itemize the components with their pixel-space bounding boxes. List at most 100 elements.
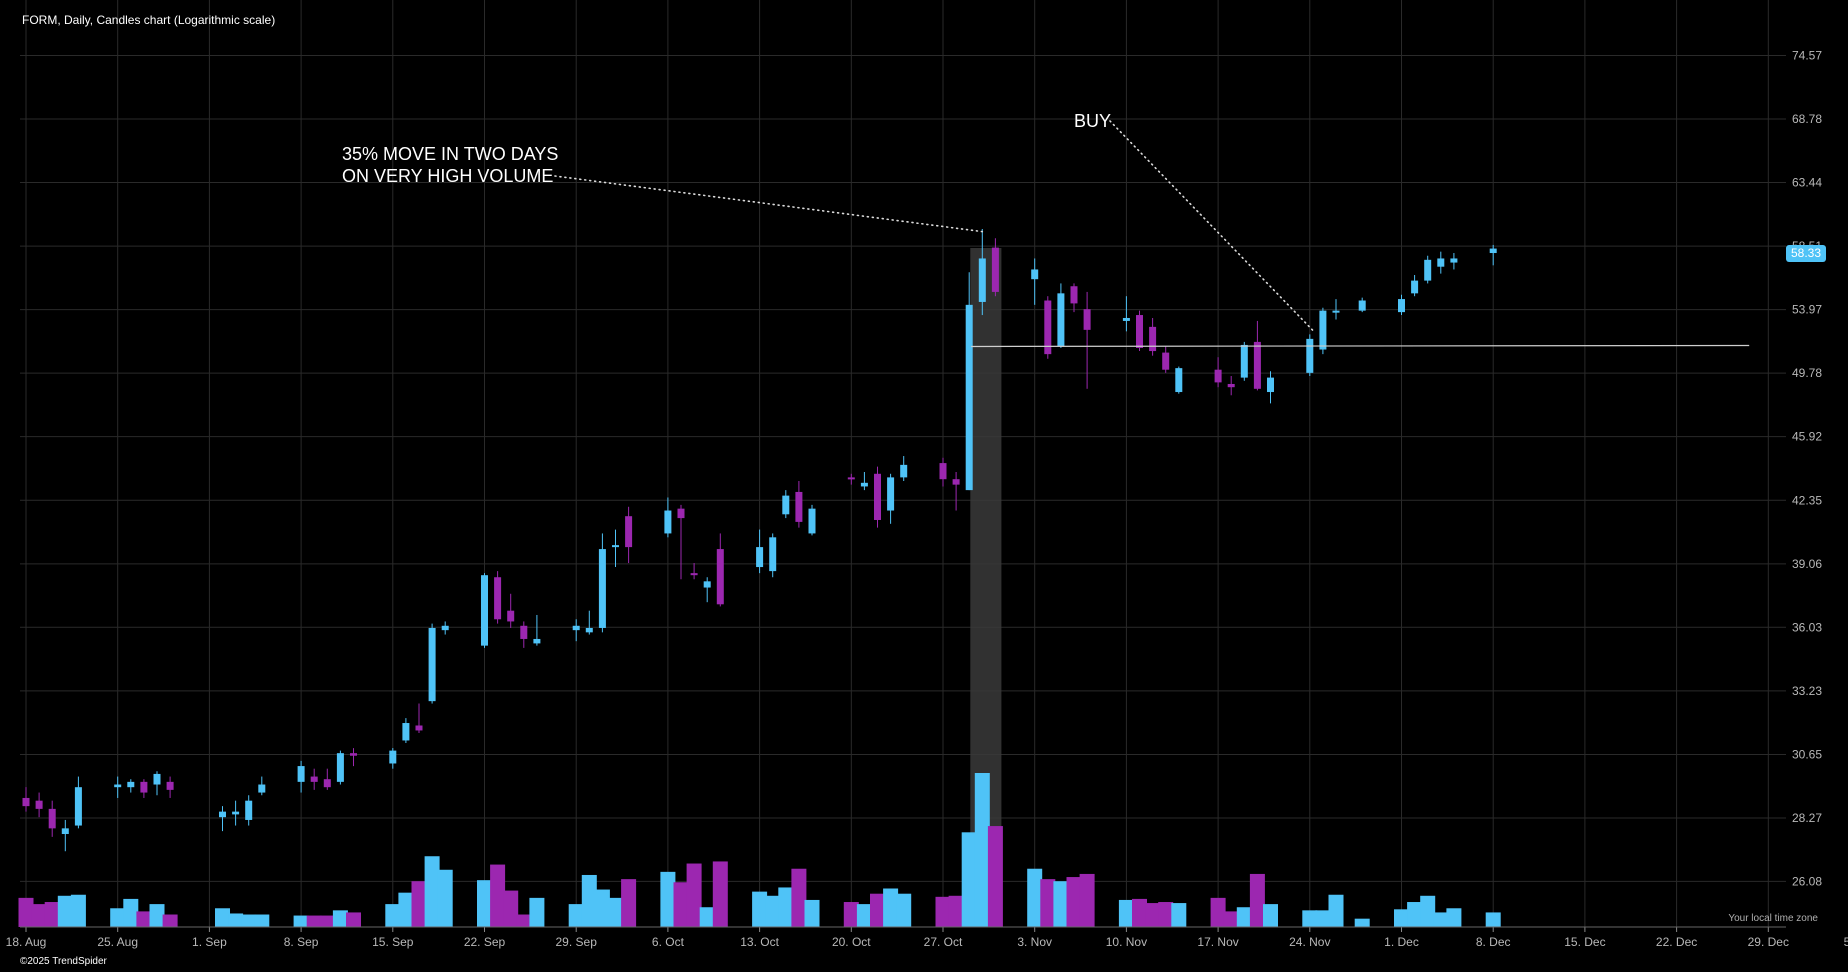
candle-body xyxy=(232,811,240,815)
volume-bar xyxy=(987,826,1003,927)
candle-body xyxy=(1057,293,1065,347)
volume-bar xyxy=(18,897,34,927)
candle-body xyxy=(703,581,711,588)
volume-bar xyxy=(1223,911,1239,927)
candle xyxy=(441,621,449,635)
candle-body xyxy=(310,776,318,782)
volume-bars xyxy=(18,773,1501,927)
candle-body xyxy=(245,800,253,820)
candle xyxy=(232,800,240,826)
candle-body xyxy=(336,753,344,782)
candle xyxy=(1411,275,1419,297)
candle-body xyxy=(1411,280,1419,294)
volume-bar xyxy=(608,897,623,927)
date-tick-label: 17. Nov xyxy=(1197,935,1238,949)
candle xyxy=(625,506,633,564)
candle xyxy=(297,760,305,793)
candle xyxy=(520,621,528,648)
grid xyxy=(20,0,1786,927)
date-tick-label: 3. Nov xyxy=(1017,935,1052,949)
candle-body xyxy=(1122,317,1130,321)
price-tick-label: 74.57 xyxy=(1792,48,1822,62)
volume-bar xyxy=(1394,909,1409,927)
time-axis[interactable]: 18. Aug 25. Aug 1. Sep 8. Sep 15. Sep 22. Sep… xyxy=(6,926,1848,949)
candle-body xyxy=(860,482,868,487)
date-tick-label: 1. Sep xyxy=(192,935,227,949)
candle-body xyxy=(808,508,816,534)
candle xyxy=(245,795,253,826)
candle xyxy=(1358,297,1366,313)
price-tick-label: 30.65 xyxy=(1792,747,1822,761)
volume-bar xyxy=(424,856,440,927)
volume-bar xyxy=(306,915,322,927)
candle xyxy=(677,504,685,580)
date-tick-label: 6. Oct xyxy=(652,935,685,949)
candle-body xyxy=(258,784,266,793)
candle-body xyxy=(598,549,606,628)
support-line xyxy=(971,344,1750,348)
candle-body xyxy=(1227,383,1235,388)
candle xyxy=(900,456,908,481)
candle-body xyxy=(481,575,488,646)
candle xyxy=(756,529,764,574)
candle xyxy=(1240,341,1248,381)
candle xyxy=(74,776,82,829)
volume-bar xyxy=(621,879,637,927)
candle xyxy=(978,228,986,316)
date-tick-label: 1. Dec xyxy=(1384,935,1419,949)
timezone-label[interactable]: Your local time zone xyxy=(1728,913,1818,924)
candle xyxy=(1319,307,1327,355)
volume-bar xyxy=(1249,873,1265,927)
candle-body xyxy=(1319,310,1327,350)
volume-bar xyxy=(1407,902,1423,927)
candle-body xyxy=(428,627,436,702)
candle xyxy=(808,504,816,536)
candle-body xyxy=(1175,368,1183,393)
volume-bar xyxy=(1158,902,1174,927)
candle-body xyxy=(1398,299,1405,313)
candle-body xyxy=(625,516,633,548)
candle xyxy=(664,497,672,538)
candle xyxy=(35,792,43,818)
candle xyxy=(336,750,344,785)
date-tick-label: 22. Sep xyxy=(464,935,506,949)
move-annotation-line1: 35% MOVE IN TWO DAYS xyxy=(342,144,559,164)
volume-bar xyxy=(110,908,126,927)
candle xyxy=(703,577,711,603)
candle xyxy=(939,457,947,487)
candle xyxy=(1306,334,1314,377)
candle xyxy=(1122,296,1130,332)
volume-bar xyxy=(594,889,610,927)
candle-body xyxy=(1214,369,1222,383)
volume-bar xyxy=(974,773,990,927)
candle-body xyxy=(1306,338,1314,373)
candle xyxy=(769,533,777,578)
last-price-badge: 58.33 xyxy=(1786,245,1826,262)
move-leader-line xyxy=(554,175,984,233)
candle xyxy=(153,771,161,796)
date-tick-label: 25. Aug xyxy=(97,935,138,949)
candle-body xyxy=(1358,300,1366,311)
candle-body xyxy=(48,808,56,829)
candle xyxy=(22,787,30,812)
volume-bar xyxy=(581,874,597,927)
volume-bar xyxy=(896,893,912,927)
candle xyxy=(887,473,895,524)
candle-body xyxy=(74,787,82,826)
candle xyxy=(716,533,724,607)
date-tick-label: 27. Oct xyxy=(924,935,963,949)
date-tick-label: 15. Dec xyxy=(1564,935,1605,949)
candle xyxy=(585,610,593,635)
volume-bar xyxy=(673,882,689,927)
volume-bar xyxy=(1171,903,1187,927)
volume-bar xyxy=(57,895,73,927)
price-axis[interactable]: 74.5768.7863.4458.5153.9749.7845.9242.35… xyxy=(1792,48,1822,888)
candle xyxy=(1332,299,1340,320)
volume-bar xyxy=(516,914,532,927)
candle xyxy=(1031,258,1039,305)
price-tick-label: 33.23 xyxy=(1792,684,1822,698)
date-tick-label: 13. Oct xyxy=(740,935,779,949)
copyright-text: ©2025 TrendSpider xyxy=(20,956,107,967)
candles xyxy=(22,228,1497,852)
